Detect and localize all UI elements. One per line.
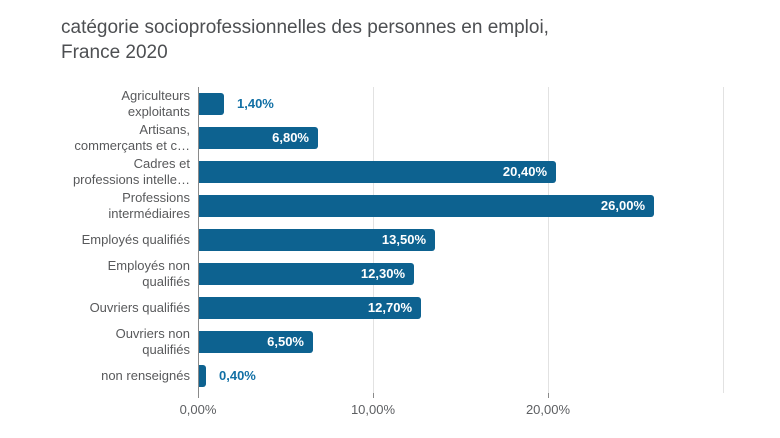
x-axis-tick (198, 393, 199, 398)
value-label: 0,40% (219, 368, 256, 383)
chart-title: catégorie socioprofessionnelles des pers… (61, 15, 549, 65)
category-label: Agriculteurs exploitants (28, 87, 190, 121)
x-axis-tick-label: 10,00% (350, 402, 396, 417)
category-label-line: Employés qualifiés (81, 232, 190, 247)
category-label: Artisans, commerçants et c… (28, 121, 190, 155)
bar-row: 6,80% (198, 121, 723, 155)
category-label: Professions intermédiaires (28, 189, 190, 223)
bar: 6,80% (199, 127, 318, 149)
value-label: 1,40% (237, 96, 274, 111)
value-label: 6,50% (267, 334, 304, 349)
value-label: 12,70% (367, 300, 412, 315)
category-label-line: commerçants et c… (74, 138, 190, 153)
category-label-line: intermédiaires (108, 206, 190, 221)
x-axis-tick-label: 20,00% (525, 402, 571, 417)
value-label: 20,40% (502, 164, 547, 179)
axis-baseline (198, 87, 199, 393)
bar: 13,50% (199, 229, 435, 251)
category-label: Ouvriers qualifiés (28, 291, 190, 325)
bar: 20,40% (199, 161, 556, 183)
bar-row: 26,00% (198, 189, 723, 223)
gridline (723, 87, 724, 393)
x-axis-tick-label: 0,00% (179, 402, 217, 417)
value-label: 13,50% (381, 232, 426, 247)
category-label-line: qualifiés (142, 274, 190, 289)
category-label-line: professions intelle… (72, 172, 190, 187)
bar: 12,70% (199, 297, 421, 319)
x-axis-tick (373, 393, 374, 398)
category-label-line: Cadres et (133, 156, 190, 171)
bar-row: 12,30% (198, 257, 723, 291)
category-label: Employés qualifiés (28, 223, 190, 257)
category-label: Employés non qualifiés (28, 257, 190, 291)
category-label-line: Artisans, (139, 122, 190, 137)
category-label: non renseignés (28, 359, 190, 393)
bar-row: 1,40% (198, 87, 723, 121)
category-label-line: exploitants (127, 104, 190, 119)
bar (199, 365, 206, 387)
value-label: 12,30% (360, 266, 405, 281)
chart-title-line2: France 2020 (61, 42, 168, 63)
bar (199, 93, 224, 115)
category-label-line: Ouvriers qualifiés (89, 300, 190, 315)
value-label: 26,00% (600, 198, 645, 213)
gridline (548, 87, 549, 393)
x-axis-tick (548, 393, 549, 398)
chart-title-line1: catégorie socioprofessionnelles des pers… (61, 17, 549, 38)
bar-row: 13,50% (198, 223, 723, 257)
bar-row: 0,40% (198, 359, 723, 393)
category-label: Cadres et professions intelle… (28, 155, 190, 189)
bar: 6,50% (199, 331, 313, 353)
category-label-line: non renseignés (101, 368, 190, 383)
bar: 12,30% (199, 263, 414, 285)
bar: 26,00% (199, 195, 654, 217)
bar-row: 12,70% (198, 291, 723, 325)
value-label: 6,80% (272, 130, 309, 145)
category-label-line: Professions (122, 190, 190, 205)
category-label-line: Agriculteurs (121, 88, 190, 103)
plot-area: 1,40% 6,80% 20,40% 26,00% 13,50% 12,30% 12,70%… (198, 87, 724, 393)
category-label-line: qualifiés (142, 342, 190, 357)
category-label-line: Employés non (107, 258, 190, 273)
x-axis: 0,00% 10,00% 20,00% (180, 393, 723, 427)
bar-row: 6,50% (198, 325, 723, 359)
category-label-line: Ouvriers non (115, 326, 190, 341)
bar-row: 20,40% (198, 155, 723, 189)
category-label: Ouvriers non qualifiés (28, 325, 190, 359)
